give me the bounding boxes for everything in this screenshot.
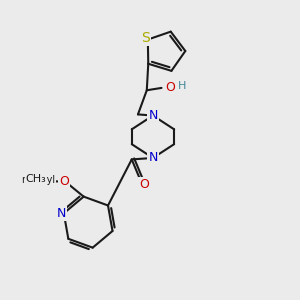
Text: methyl: methyl: [21, 176, 55, 185]
Text: S: S: [141, 31, 150, 45]
Text: O: O: [165, 81, 175, 94]
Text: CH₃: CH₃: [26, 174, 46, 184]
Text: N: N: [57, 207, 66, 220]
Text: N: N: [148, 152, 158, 164]
Text: O: O: [139, 178, 149, 191]
Text: N: N: [148, 109, 158, 122]
Text: H: H: [178, 81, 186, 92]
Text: O: O: [59, 175, 69, 188]
